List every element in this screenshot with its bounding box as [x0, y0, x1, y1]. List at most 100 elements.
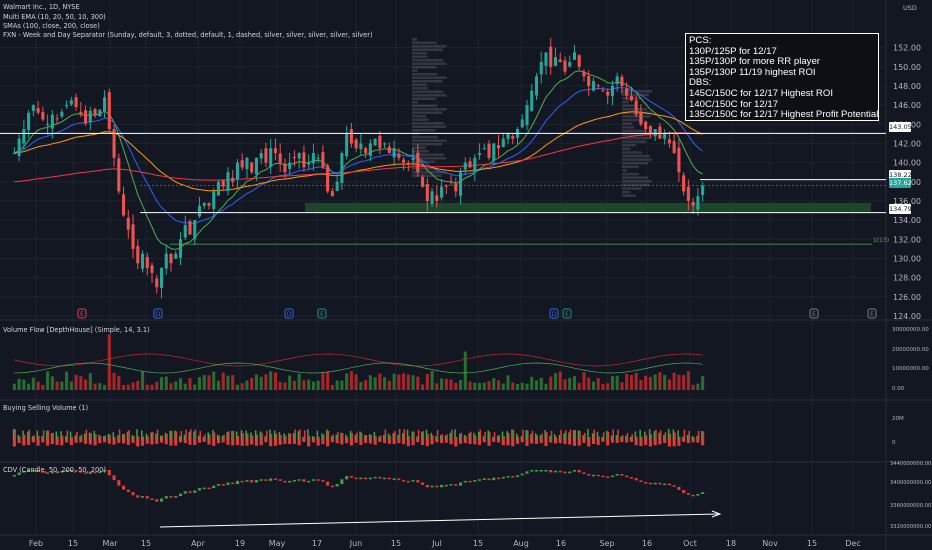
buy-volume-bar	[169, 430, 172, 440]
sell-volume-bar	[346, 436, 349, 440]
note-line: 130P/125P for 12/17	[689, 45, 777, 57]
sell-volume-bar	[303, 430, 306, 440]
volume-profile-bar	[622, 144, 636, 147]
candle-body	[159, 268, 164, 288]
sell-volume-bar	[60, 440, 64, 446]
sell-volume-bar	[31, 440, 35, 443]
volume-flow-bar	[231, 375, 235, 390]
y-tick-label: 128.00	[893, 274, 921, 283]
candle-body	[615, 76, 619, 84]
sell-volume-bar	[189, 429, 192, 440]
candle-body	[539, 61, 543, 75]
cdv-candle	[577, 470, 581, 473]
buy-volume-bar	[150, 432, 153, 440]
volume-profile-bar	[412, 104, 438, 107]
indicator-legend-separator: FXN - Week and Day Separator (Sunday, de…	[3, 31, 373, 39]
cdv-candle	[212, 485, 216, 489]
volume-profile-bar	[412, 101, 419, 104]
event-marker-letter: E	[870, 311, 874, 318]
volume-profile-bar	[622, 136, 652, 140]
buy-volume-bar	[425, 429, 428, 440]
vf-axis-label: 10000000.00	[892, 366, 929, 372]
volume-profile-bar	[622, 140, 646, 143]
candle-body	[74, 97, 78, 108]
volume-flow-bar	[254, 374, 258, 390]
candle-body	[259, 153, 263, 159]
sell-volume-bar	[455, 436, 458, 440]
buy-volume-bar	[368, 434, 371, 440]
volume-profile-bar	[412, 108, 447, 111]
volume-profile-bar	[622, 183, 650, 187]
volume-flow-bar	[459, 379, 463, 390]
sell-volume-bar	[145, 440, 149, 444]
sell-volume-bar	[468, 440, 472, 445]
cdv-candle	[402, 480, 406, 482]
cdv-candle	[421, 482, 425, 485]
cdv-candle	[696, 494, 700, 496]
sell-volume-bar	[563, 440, 567, 445]
buy-volume-bar	[311, 436, 314, 440]
cdv-candle	[639, 480, 643, 482]
volume-profile-bar	[412, 153, 444, 156]
sell-volume-bar	[454, 440, 458, 447]
sell-volume-bar	[237, 435, 240, 440]
buy-volume-bar	[41, 436, 43, 440]
indicator-legend-ema: Multi EMA (10, 20, 50, 10, 300)	[3, 13, 106, 21]
buy-volume-bar	[691, 436, 694, 440]
sell-volume-bar	[577, 440, 581, 446]
cdv-candle	[440, 484, 444, 488]
volume-flow-bar	[425, 373, 429, 390]
sell-volume-bar	[95, 434, 97, 440]
buy-volume-bar	[259, 431, 262, 440]
candle-body	[644, 121, 648, 130]
candle-body	[525, 105, 529, 126]
cdv-candle	[193, 490, 197, 493]
event-marker-box	[549, 308, 559, 319]
volume-flow-line	[14, 362, 703, 374]
buy-volume-bar	[226, 431, 228, 440]
volume-flow-bar	[539, 377, 543, 390]
sell-volume-bar	[602, 432, 605, 440]
sell-volume-bar	[417, 429, 420, 440]
volume-flow-title: Volume Flow [DepthHouse] (Simple, 14, 3.…	[3, 326, 150, 334]
sell-volume-bar	[591, 440, 595, 445]
volume-flow-bar	[340, 380, 344, 390]
buy-volume-bar	[501, 431, 504, 440]
buy-volume-bar	[553, 434, 556, 440]
sell-volume-bar	[387, 440, 391, 444]
sell-volume-bar	[273, 440, 277, 446]
candle-body	[292, 156, 296, 158]
sell-volume-bar	[88, 440, 92, 445]
buy-volume-bar	[264, 436, 266, 440]
volume-profile-bar	[412, 38, 417, 41]
cdv-candle	[591, 474, 595, 477]
candle-body	[122, 194, 126, 216]
sell-volume-bar	[178, 440, 183, 443]
sell-volume-bar	[90, 432, 92, 440]
sell-volume-bar	[539, 440, 543, 443]
event-marker-box	[809, 308, 819, 319]
sell-volume-bar	[85, 429, 88, 440]
volume-profile-bar	[412, 174, 442, 177]
buy-volume-bar	[492, 436, 494, 440]
volume-profile-bar	[622, 190, 631, 194]
volume-profile-bar	[412, 129, 436, 132]
candle-body	[145, 256, 149, 269]
sell-volume-bar	[655, 429, 657, 440]
sell-volume-bar	[155, 440, 159, 444]
buy-volume-bar	[231, 430, 233, 440]
sell-volume-bar	[435, 440, 439, 443]
sell-volume-bar	[482, 440, 486, 443]
cdv-candle	[321, 480, 325, 482]
sell-volume-bar	[477, 440, 482, 445]
cdv-candle	[677, 486, 681, 490]
sell-volume-bar	[107, 440, 111, 444]
cdv-candle	[231, 482, 235, 485]
sell-volume-bar	[683, 429, 686, 440]
candle-body	[307, 162, 311, 165]
x-tick-label: Aug	[513, 539, 529, 548]
volume-flow-bar	[577, 382, 581, 390]
cdv-candle	[615, 474, 619, 476]
volume-profile-bar	[412, 41, 437, 44]
volume-flow-bar	[378, 373, 382, 390]
